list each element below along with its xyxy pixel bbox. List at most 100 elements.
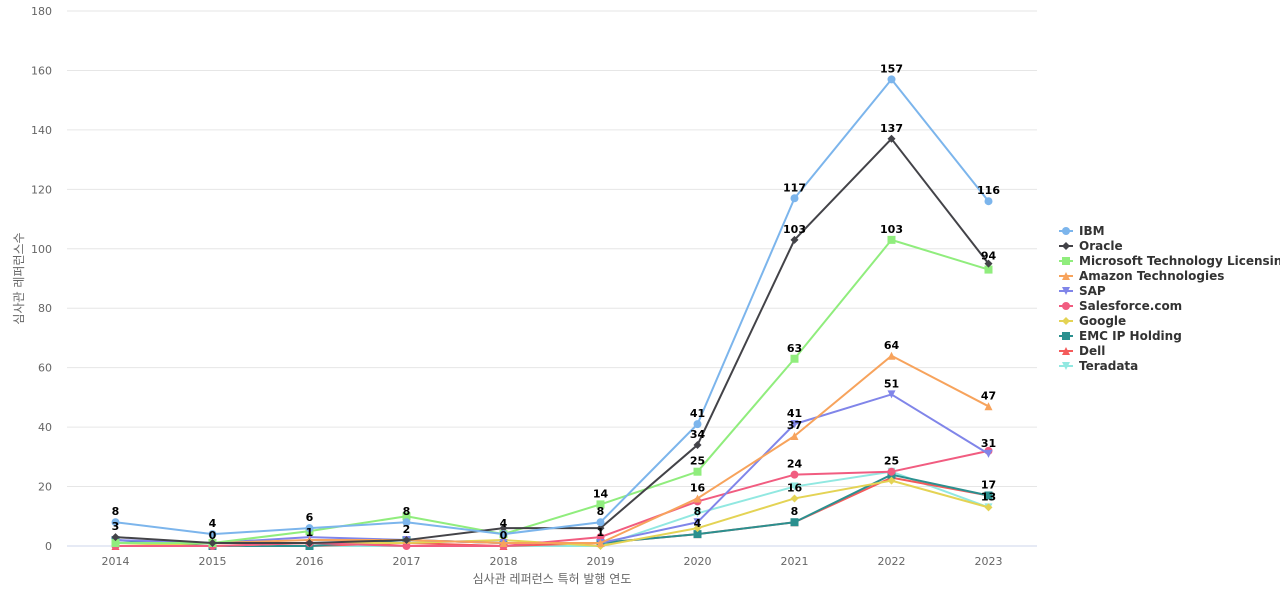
data-label: 3 [112,520,120,533]
data-point-microsoft-technology-licensing [887,235,896,244]
data-label: 0 [500,529,508,542]
legend-label: Amazon Technologies [1079,269,1224,283]
legend-item-amazon-technologies[interactable]: Amazon Technologies [1059,269,1224,283]
data-point-salesforce-com [887,467,896,476]
data-point-sap [887,390,896,399]
data-point-oracle [790,235,799,244]
legend-marker [1062,287,1070,295]
data-label: 34 [690,428,706,441]
legend-marker [1062,362,1070,370]
y-tick-label: 140 [31,124,52,137]
data-point-oracle [208,539,217,548]
legend-item-microsoft-technology-licensing[interactable]: Microsoft Technology Licensing [1059,254,1280,268]
legend-item-oracle[interactable]: Oracle [1059,239,1123,253]
data-label: 51 [884,377,899,390]
data-label: 8 [112,505,120,518]
legend-item-salesforce-com[interactable]: Salesforce.com [1059,299,1182,313]
y-axis-title: 심사관 레퍼런스수 [12,232,26,324]
x-tick-label: 2016 [296,555,324,568]
data-point-emc-ip-holding [984,491,993,500]
data-label: 41 [787,407,802,420]
data-point-amazon-technologies [984,402,993,411]
data-point-teradata [790,482,799,491]
data-point-oracle [402,536,411,545]
series-emc-ip-holding [111,470,993,550]
series-line-emc-ip-holding [115,473,989,547]
legend-marker [1062,257,1070,265]
data-label: 14 [593,487,609,500]
y-tick-label: 40 [38,421,52,434]
y-tick-label: 120 [31,183,52,196]
legend-item-dell[interactable]: Dell [1059,344,1105,358]
data-point-ibm [887,75,896,84]
data-point-salesforce-com [790,470,799,479]
data-point-oracle [305,539,314,548]
data-point-microsoft-technology-licensing [693,467,702,476]
data-label: 4 [500,517,508,530]
series-microsoft-technology-licensing [111,235,993,548]
x-tick-label: 2014 [102,555,130,568]
data-label: 1 [597,526,605,539]
data-point-google [887,476,896,485]
data-label: 8 [791,505,799,518]
y-tick-label: 60 [38,362,52,375]
x-tick-label: 2023 [975,555,1003,568]
data-point-sap [790,420,799,429]
legend-item-emc-ip-holding[interactable]: EMC IP Holding [1059,329,1182,343]
data-point-amazon-technologies [887,351,896,360]
legend-marker [1062,317,1070,325]
legend-label: Microsoft Technology Licensing [1079,254,1280,268]
data-point-google [984,503,993,512]
legend-item-sap[interactable]: SAP [1059,284,1106,298]
x-tick-label: 2020 [684,555,712,568]
legend-label: Dell [1079,344,1105,358]
y-tick-label: 100 [31,243,52,256]
series-sap [111,390,993,548]
legend-label: EMC IP Holding [1079,329,1182,343]
data-point-ibm [984,197,993,206]
data-label: 17 [981,478,996,491]
data-point-oracle [984,259,993,268]
data-label: 63 [787,342,802,355]
legend-label: Google [1079,314,1126,328]
data-point-ibm [499,530,508,539]
x-tick-label: 2021 [781,555,809,568]
data-point-microsoft-technology-licensing [111,539,120,548]
legend-item-google[interactable]: Google [1059,314,1126,328]
data-label: 16 [690,481,706,494]
data-label: 8 [694,505,702,518]
x-tick-label: 2015 [199,555,227,568]
grid [67,10,1037,547]
data-point-amazon-technologies [499,539,508,548]
data-label: 8 [403,505,411,518]
data-point-teradata [693,509,702,518]
data-point-ibm [402,518,411,527]
data-label: 24 [787,458,803,471]
data-label: 31 [981,437,996,450]
series-ibm [111,75,993,539]
series-line-oracle [115,137,990,545]
series-amazon-technologies [111,351,993,548]
data-label: 157 [880,62,903,75]
data-label: 16 [787,481,803,494]
y-tick-label: 180 [31,5,52,18]
data-point-ibm [111,518,120,527]
legend-marker [1062,302,1070,310]
data-label: 25 [690,455,705,468]
data-point-ibm [790,194,799,203]
data-point-oracle [596,524,605,533]
legend-item-ibm[interactable]: IBM [1059,224,1105,238]
data-point-emc-ip-holding [693,530,702,539]
data-point-google [790,494,799,503]
legend-marker [1062,242,1070,250]
legend-item-teradata[interactable]: Teradata [1059,359,1138,373]
series-line-microsoft-technology-licensing [115,238,989,545]
series-teradata [111,467,993,550]
legend-label: Oracle [1079,239,1123,253]
data-point-microsoft-technology-licensing [984,265,993,274]
data-point-amazon-technologies [790,432,799,441]
data-label: 64 [884,339,900,352]
data-point-google [693,524,702,533]
